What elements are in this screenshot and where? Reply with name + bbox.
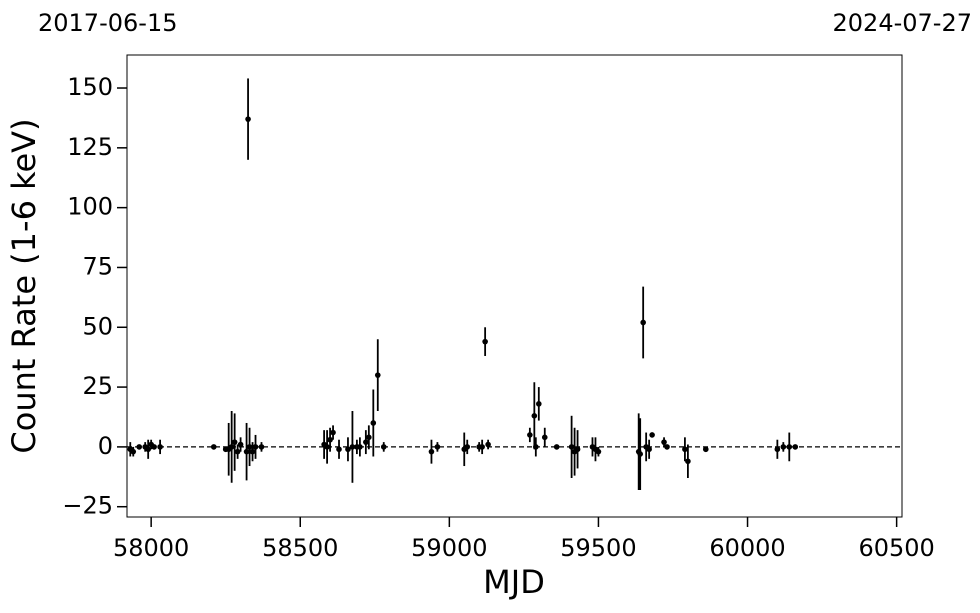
data-point xyxy=(482,338,488,345)
data-point xyxy=(649,432,655,438)
data-point xyxy=(533,444,539,450)
data-point xyxy=(464,444,471,450)
data-point xyxy=(357,444,363,450)
data-point xyxy=(380,444,387,450)
data-point xyxy=(370,420,377,426)
data-point xyxy=(130,448,137,455)
data-point xyxy=(366,434,372,441)
x-tick-label: 60500 xyxy=(858,534,934,562)
end-date: 2024-07-27 xyxy=(833,9,972,37)
data-point xyxy=(595,448,602,455)
data-point xyxy=(786,444,793,450)
data-point xyxy=(428,448,435,455)
start-date: 2017-06-15 xyxy=(38,9,177,37)
data-point xyxy=(228,444,235,450)
data-point xyxy=(553,444,560,450)
data-point xyxy=(640,319,646,326)
data-point xyxy=(702,446,709,453)
data-point xyxy=(646,446,652,453)
plot-frame xyxy=(126,54,903,518)
x-tick-label: 58500 xyxy=(262,534,338,562)
data-point xyxy=(479,444,485,450)
y-tick-label: 50 xyxy=(82,312,113,340)
data-point xyxy=(258,444,265,450)
x-tick-label: 59000 xyxy=(411,534,487,562)
data-point xyxy=(231,439,238,445)
data-point xyxy=(685,458,691,465)
data-point xyxy=(136,444,143,450)
data-point xyxy=(157,444,163,450)
y-tick-label: 0 xyxy=(98,432,113,460)
data-point xyxy=(774,446,781,453)
data-point xyxy=(780,444,787,450)
data-point xyxy=(145,446,151,453)
data-point xyxy=(249,448,256,455)
data-point xyxy=(536,401,542,407)
data-point xyxy=(682,446,688,453)
data-point xyxy=(327,436,333,443)
data-point xyxy=(234,448,241,455)
y-tick-label: 125 xyxy=(67,133,113,161)
data-point xyxy=(324,444,330,450)
data-point xyxy=(637,451,643,457)
data-point xyxy=(363,439,369,445)
data-point xyxy=(574,446,581,453)
data-point xyxy=(664,444,670,450)
data-point xyxy=(531,412,538,419)
data-point xyxy=(330,429,336,436)
x-tick-label: 59500 xyxy=(560,534,636,562)
data-point xyxy=(237,441,244,448)
y-tick-label: 150 xyxy=(67,73,113,101)
data-point xyxy=(151,444,157,450)
y-tick-label: 25 xyxy=(82,372,113,400)
data-point xyxy=(336,446,342,453)
data-point xyxy=(349,444,356,450)
data-point xyxy=(568,444,575,450)
data-point xyxy=(245,116,251,122)
data-point xyxy=(541,434,548,441)
data-point xyxy=(485,441,491,448)
x-tick-label: 58000 xyxy=(113,534,189,562)
data-point xyxy=(210,444,217,450)
x-tick-label: 60000 xyxy=(709,534,785,562)
data-point xyxy=(374,372,381,378)
y-tick-label: 75 xyxy=(82,252,113,280)
data-point xyxy=(252,444,259,450)
y-tick-label: 100 xyxy=(67,193,113,221)
data-point xyxy=(345,446,351,453)
x-axis-label: MJD xyxy=(483,563,545,601)
data-point xyxy=(246,444,253,450)
y-axis-label: Count Rate (1-6 keV) xyxy=(5,118,43,453)
data-point xyxy=(792,444,799,450)
data-point xyxy=(661,439,667,445)
data-point xyxy=(434,444,441,450)
y-tick-label: −25 xyxy=(62,492,113,520)
data-point xyxy=(527,432,533,438)
data-point xyxy=(243,448,250,455)
